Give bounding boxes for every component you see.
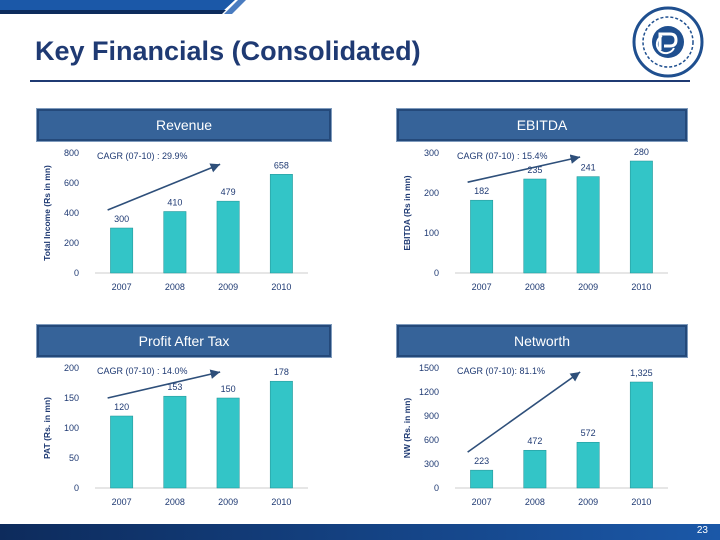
y-tick-label: 0	[74, 268, 79, 278]
y-axis-label: NW (Rs. in mn)	[402, 398, 412, 459]
pat-header: Profit After Tax	[36, 324, 332, 358]
revenue-header: Revenue	[36, 108, 332, 142]
y-tick-label: 0	[74, 483, 79, 493]
cagr-annotation: CAGR (07-10) : 29.9%	[97, 151, 188, 161]
growth-arrow	[107, 369, 221, 399]
x-tick-label: 2009	[578, 282, 598, 292]
y-tick-label: 200	[64, 363, 79, 373]
y-tick-label: 300	[424, 148, 439, 158]
bar-2010	[269, 174, 293, 274]
bar-2009	[576, 176, 600, 274]
y-tick-label: 800	[64, 148, 79, 158]
bar-2008	[523, 178, 547, 274]
y-tick-label: 1500	[419, 363, 439, 373]
x-tick-label: 2010	[631, 282, 651, 292]
x-tick-label: 2009	[218, 282, 238, 292]
bar-2008	[163, 211, 187, 274]
x-tick-label: 2007	[472, 282, 492, 292]
page-title: Key Financials (Consolidated)	[35, 36, 421, 66]
y-tick-label: 100	[64, 423, 79, 433]
bar-2009	[216, 397, 240, 489]
bar-value-label: 410	[167, 198, 182, 208]
bar-2008	[523, 449, 547, 489]
bar-value-label: 300	[114, 214, 129, 224]
x-tick-label: 2008	[165, 282, 185, 292]
footer-bar: 23	[0, 524, 720, 540]
x-tick-label: 2007	[472, 497, 492, 507]
bar-2010	[629, 160, 653, 274]
x-tick-label: 2007	[112, 282, 132, 292]
growth-arrow	[467, 154, 581, 183]
y-tick-label: 1200	[419, 387, 439, 397]
x-tick-label: 2010	[271, 282, 291, 292]
x-tick-label: 2008	[165, 497, 185, 507]
x-tick-label: 2008	[525, 497, 545, 507]
y-tick-label: 0	[434, 483, 439, 493]
bar-value-label: 235	[527, 165, 542, 175]
title-divider	[30, 80, 690, 82]
top-accent-bar	[0, 0, 246, 14]
y-tick-label: 50	[69, 453, 79, 463]
bar-value-label: 472	[527, 436, 542, 446]
y-tick-label: 200	[64, 238, 79, 248]
y-tick-label: 300	[424, 459, 439, 469]
y-tick-label: 100	[424, 228, 439, 238]
networth-header: Networth	[396, 324, 688, 358]
bar-value-label: 150	[221, 384, 236, 394]
y-tick-label: 600	[424, 435, 439, 445]
y-axis-label: Total Income (Rs in mn)	[42, 165, 52, 261]
y-axis-label: PAT (Rs. in mn)	[42, 397, 52, 459]
company-seal-logo	[632, 6, 704, 78]
networth-chart: NW (Rs. in mn) 0 300 600 900 1200 1500 223 2007 4…	[402, 363, 668, 507]
bar-2007	[110, 415, 134, 489]
bar-value-label: 120	[114, 402, 129, 412]
x-tick-label: 2009	[578, 497, 598, 507]
bar-value-label: 658	[274, 160, 289, 170]
y-tick-label: 0	[434, 268, 439, 278]
bar-2007	[110, 227, 134, 274]
growth-arrow	[467, 371, 581, 453]
bar-2008	[163, 395, 187, 489]
cagr-annotation: CAGR (07-10) : 14.0%	[97, 366, 188, 376]
growth-arrow	[107, 163, 221, 211]
bar-value-label: 178	[274, 367, 289, 377]
x-tick-label: 2010	[271, 497, 291, 507]
bar-2009	[576, 441, 600, 489]
bar-value-label: 153	[167, 382, 182, 392]
y-tick-label: 200	[424, 188, 439, 198]
ebitda-chart: EBITDA (Rs in mn) 0 100 200 300 182 2007 235 200…	[402, 147, 668, 292]
cagr-annotation: CAGR (07-10) : 15.4%	[457, 151, 548, 161]
page-number: 23	[696, 525, 708, 536]
y-tick-label: 900	[424, 411, 439, 421]
x-tick-label: 2009	[218, 497, 238, 507]
bar-value-label: 280	[634, 147, 649, 157]
cagr-annotation: CAGR (07-10): 81.1%	[457, 366, 545, 376]
y-tick-label: 400	[64, 208, 79, 218]
y-tick-label: 150	[64, 393, 79, 403]
bar-2007	[470, 199, 494, 274]
x-tick-label: 2008	[525, 282, 545, 292]
bar-value-label: 1,325	[630, 368, 653, 378]
bar-value-label: 223	[474, 456, 489, 466]
bar-value-label: 479	[221, 187, 236, 197]
y-axis-label: EBITDA (Rs in mn)	[402, 175, 412, 250]
bar-value-label: 572	[581, 428, 596, 438]
x-tick-label: 2010	[631, 497, 651, 507]
bar-2010	[629, 381, 653, 489]
bar-2009	[216, 200, 240, 274]
revenue-chart: Total Income (Rs in mn) 0 200 400 600 800 300 2…	[42, 148, 308, 292]
y-tick-label: 600	[64, 178, 79, 188]
bar-2007	[470, 469, 494, 489]
pat-chart: PAT (Rs. in mn) 0 50 100 150 200 120 2007 153 200…	[42, 363, 308, 507]
bar-value-label: 182	[474, 186, 489, 196]
bar-2010	[269, 380, 293, 489]
x-tick-label: 2007	[112, 497, 132, 507]
bar-value-label: 241	[581, 163, 596, 173]
ebitda-header: EBITDA	[396, 108, 688, 142]
